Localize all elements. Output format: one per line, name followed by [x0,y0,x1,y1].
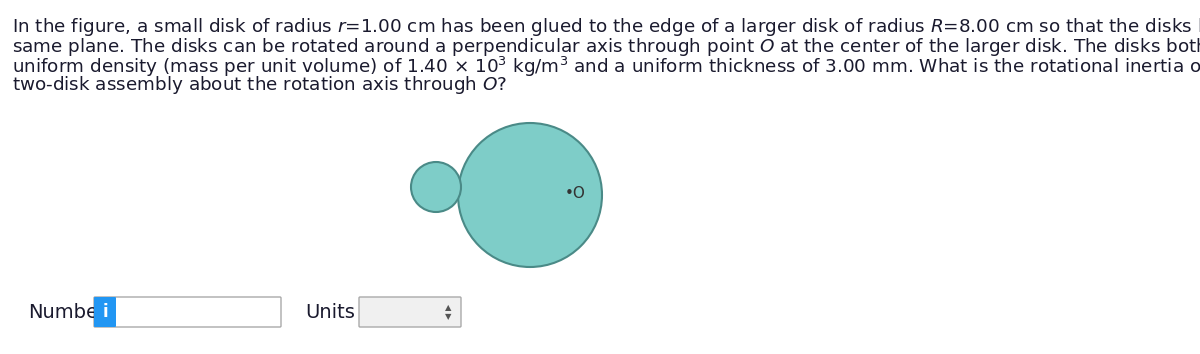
FancyBboxPatch shape [359,297,461,327]
Text: same plane. The disks can be rotated around a perpendicular axis through point $: same plane. The disks can be rotated aro… [12,35,1200,57]
Circle shape [458,123,602,267]
Text: Units: Units [305,303,355,322]
Text: ▲
▼: ▲ ▼ [445,303,451,321]
Text: •O: •O [565,185,586,200]
FancyBboxPatch shape [94,297,281,327]
Text: i: i [102,303,108,321]
Text: Number: Number [28,303,106,322]
Circle shape [410,162,461,212]
Text: two-disk assembly about the rotation axis through $O$?: two-disk assembly about the rotation axi… [12,74,508,97]
Text: uniform density (mass per unit volume) of 1.40 × 10$^3$ kg/m$^3$ and a uniform t: uniform density (mass per unit volume) o… [12,55,1200,79]
FancyBboxPatch shape [94,297,116,327]
Text: In the figure, a small disk of radius $r$=1.00 cm has been glued to the edge of : In the figure, a small disk of radius $r… [12,16,1200,38]
